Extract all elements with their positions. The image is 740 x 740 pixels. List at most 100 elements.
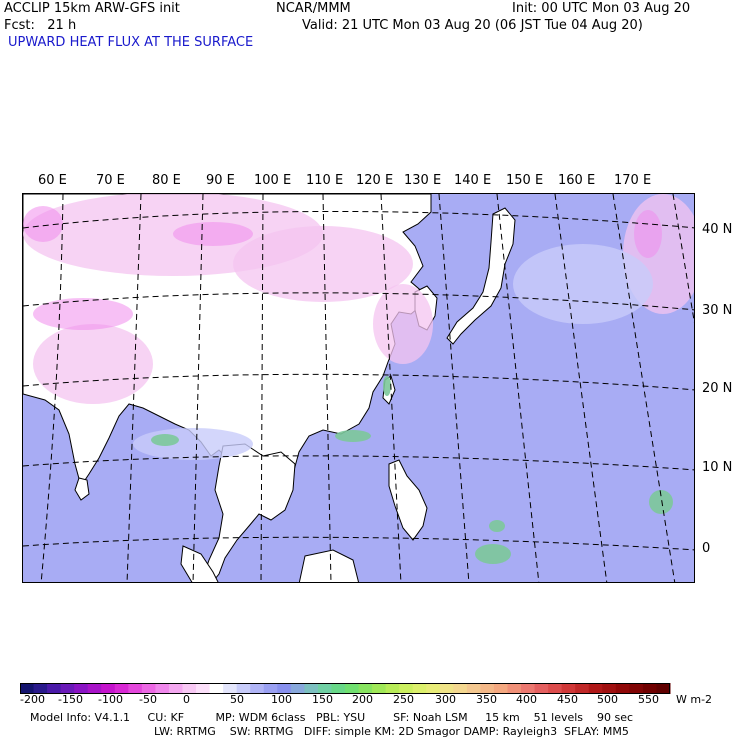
- longitude-label: 80 E: [152, 173, 181, 188]
- flux-green-region: [489, 520, 505, 532]
- flux-green-region: [383, 376, 391, 396]
- meridian-line: [438, 194, 470, 582]
- longitude-label: 140 E: [454, 173, 492, 188]
- latlon-grid: [23, 194, 694, 582]
- colorbar-tick-label: 550: [638, 693, 659, 706]
- colorbar-swatch: [629, 683, 644, 694]
- field-title: UPWARD HEAT FLUX AT THE SURFACE: [8, 35, 254, 50]
- latitude-label: 30 N: [702, 303, 733, 318]
- colorbar-tick-label: 250: [393, 693, 414, 706]
- colorbar-swatch: [114, 683, 129, 694]
- colorbar-swatch: [439, 683, 454, 694]
- colorbar-swatch: [47, 683, 62, 694]
- colorbar-tick-label: -150: [58, 693, 83, 706]
- model-title: ACCLIP 15km ARW-GFS init: [4, 1, 180, 16]
- colorbar-swatch: [534, 683, 549, 694]
- flux-pink-region: [373, 284, 433, 364]
- colorbar-swatch: [345, 683, 360, 694]
- model-info-line1: Model Info: V4.1.1 CU: KF MP: WDM 6class…: [30, 711, 634, 724]
- colorbar-swatch: [277, 683, 292, 694]
- map-panel: [22, 193, 695, 583]
- colorbar-swatch: [372, 683, 387, 694]
- japan-landmass: [446, 207, 516, 345]
- philippines-landmass: [388, 459, 428, 541]
- colorbar-tick-label: 50: [230, 693, 244, 706]
- colorbar-tick-label: 500: [597, 693, 618, 706]
- colorbar-swatch: [20, 683, 35, 694]
- flux-lightblue-region: [133, 428, 253, 460]
- flux-magenta-region: [33, 298, 133, 330]
- meridian-line: [322, 194, 332, 582]
- longitude-label: 110 E: [306, 173, 344, 188]
- colorbar-swatch: [304, 683, 319, 694]
- colorbar-swatch: [615, 683, 630, 694]
- colorbar-swatch: [141, 683, 156, 694]
- colorbar-swatch: [493, 683, 508, 694]
- colorbar-swatch: [182, 683, 197, 694]
- colorbar-tick-label: 200: [352, 693, 373, 706]
- colorbar-unit: W m-2: [676, 693, 713, 706]
- colorbar-swatch: [507, 683, 522, 694]
- model-info-line2: LW: RRTMG SW: RRTMG DIFF: simple KM: 2D …: [154, 725, 629, 738]
- colorbar-swatch: [588, 683, 603, 694]
- longitude-label: 170 E: [614, 173, 652, 188]
- flux-pink-region: [233, 226, 413, 302]
- valid-time: Valid: 21 UTC Mon 03 Aug 20 (06 JST Tue …: [302, 18, 643, 33]
- srilanka-landmass: [74, 477, 90, 501]
- colorbar-swatch: [196, 683, 211, 694]
- colorbar-tick-label: 350: [476, 693, 497, 706]
- meridian-line: [672, 194, 694, 324]
- colorbar-swatch: [602, 683, 617, 694]
- meridian-line: [380, 194, 402, 582]
- longitude-label: 90 E: [206, 173, 235, 188]
- colorbar-swatch: [209, 683, 224, 694]
- meridian-line: [40, 194, 64, 582]
- longitude-label: 70 E: [96, 173, 125, 188]
- longitude-label: 130 E: [404, 173, 442, 188]
- colorbar-tick-label: 150: [312, 693, 333, 706]
- flux-magenta-region: [634, 210, 662, 258]
- colorbar-swatch: [575, 683, 590, 694]
- colorbar-swatch: [101, 683, 116, 694]
- colorbar-tick-label: -100: [98, 693, 123, 706]
- colorbar-swatch: [128, 683, 143, 694]
- colorbar-tick-label: 400: [516, 693, 537, 706]
- colorbar-swatch: [453, 683, 468, 694]
- colorbar-swatch: [155, 683, 170, 694]
- heat-flux-map: [23, 194, 694, 582]
- meridian-line: [192, 194, 204, 582]
- colorbar-swatch: [250, 683, 265, 694]
- init-time: Init: 00 UTC Mon 03 Aug 20: [512, 1, 691, 16]
- colorbar-swatch: [548, 683, 563, 694]
- borneo-landmass: [298, 549, 360, 582]
- colorbar-tick-label: 100: [271, 693, 292, 706]
- colorbar-swatch: [480, 683, 495, 694]
- colorbar-frame: [20, 683, 670, 694]
- forecast-hour: Fcst: 21 h: [4, 18, 77, 33]
- flux-green-region: [151, 434, 179, 446]
- colorbar-swatch: [561, 683, 576, 694]
- meridian-line: [612, 194, 676, 582]
- colorbar-swatch: [263, 683, 278, 694]
- colorbar-swatch: [521, 683, 536, 694]
- colorbar-swatch: [412, 683, 427, 694]
- meridian-line: [126, 194, 142, 582]
- sumatra-landmass: [180, 545, 219, 582]
- flux-lightblue-region: [513, 244, 653, 324]
- longitude-label: 160 E: [558, 173, 596, 188]
- colorbar-swatch: [399, 683, 414, 694]
- colorbar-swatch: [87, 683, 102, 694]
- colorbar-swatch: [331, 683, 346, 694]
- flux-green-region: [475, 544, 511, 564]
- colorbar-swatch: [33, 683, 48, 694]
- colorbar: [20, 683, 671, 694]
- meridian-line: [554, 194, 608, 582]
- colorbar-swatch: [466, 683, 481, 694]
- colorbar-tick-label: 300: [435, 693, 456, 706]
- colorbar-tick-label: -200: [20, 693, 45, 706]
- longitude-label: 120 E: [356, 173, 394, 188]
- colorbar-swatch: [290, 683, 305, 694]
- latitude-label: 0: [702, 541, 711, 556]
- colorbar-swatch: [168, 683, 183, 694]
- colorbar-tick-label: 0: [183, 693, 190, 706]
